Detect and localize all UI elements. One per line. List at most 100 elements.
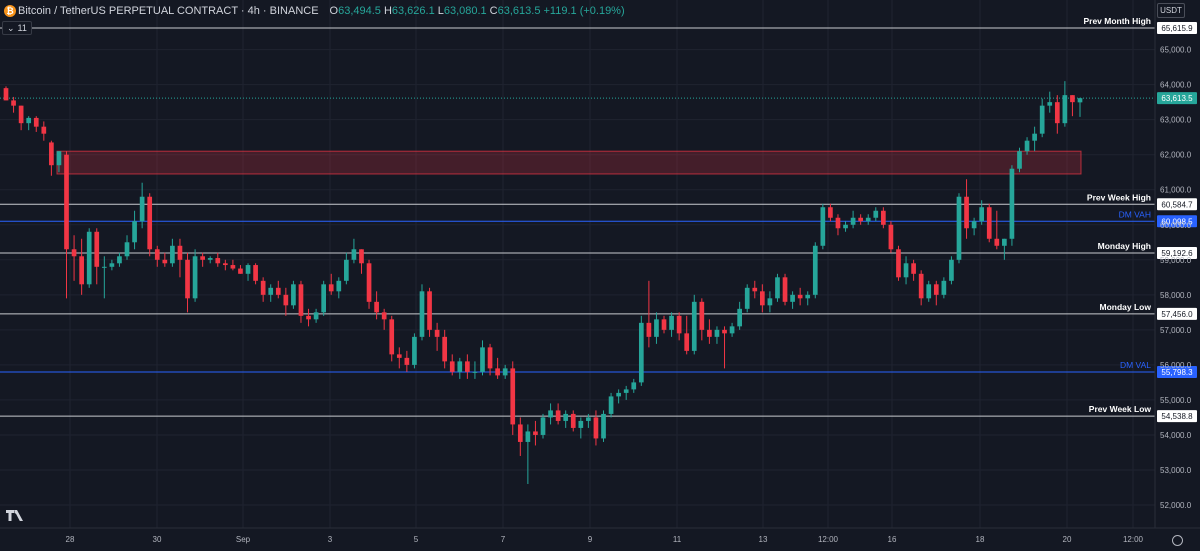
candle-body	[820, 207, 826, 246]
candle-body	[344, 259, 349, 281]
candle-body	[699, 301, 705, 330]
y-tick-label: 64,000.0	[1160, 81, 1192, 90]
candle-body	[843, 224, 848, 229]
candle-body	[737, 308, 742, 327]
candle-body	[563, 413, 569, 421]
candle-body	[238, 268, 243, 274]
candle-body	[396, 354, 402, 358]
level-label: Monday Low	[1100, 302, 1152, 312]
last-price-label: 63,613.5	[1161, 94, 1193, 103]
candle-body	[275, 287, 281, 295]
candle-body	[1002, 238, 1007, 246]
candle-body	[752, 287, 758, 292]
x-tick-label: 13	[759, 535, 768, 544]
candle-body	[707, 329, 712, 337]
candle-body	[548, 410, 553, 418]
candle-body	[782, 277, 788, 302]
candle-body	[623, 389, 629, 393]
candle-body	[64, 154, 69, 250]
candle-body	[18, 105, 24, 124]
high-value: 63,626.1	[391, 5, 435, 17]
candle-body	[404, 357, 410, 365]
candle-body	[971, 221, 977, 229]
candle-body	[109, 263, 115, 267]
candle-body	[986, 207, 992, 239]
candle-body	[835, 217, 841, 229]
candle-body	[336, 280, 342, 292]
level-price-label: 60,098.5	[1161, 217, 1193, 226]
candle-body	[291, 284, 296, 306]
level-label: Prev Month High	[1083, 16, 1151, 26]
candle-body	[828, 207, 833, 218]
candle-body	[767, 298, 773, 306]
level-price-tag	[1157, 247, 1197, 260]
currency-button[interactable]: USDT	[1157, 3, 1185, 18]
candle-body	[850, 217, 856, 225]
level-price-label: 59,192.6	[1161, 249, 1193, 258]
candle-body	[888, 224, 894, 250]
level-label: Monday High	[1098, 241, 1151, 251]
candle-body	[185, 259, 190, 299]
candle-body	[994, 238, 1000, 246]
open-label: O	[329, 5, 339, 17]
candle-body	[926, 284, 932, 299]
candlestick-series	[3, 81, 1083, 484]
symbol-title[interactable]: Bitcoin / TetherUS PERPETUAL CONTRACT · …	[18, 5, 319, 17]
candle-body	[306, 315, 311, 320]
gear-icon[interactable]	[1172, 535, 1183, 546]
y-tick-label: 63,000.0	[1160, 116, 1192, 125]
candle-body	[1062, 95, 1068, 124]
candle-body	[812, 245, 818, 295]
candle-body	[1077, 98, 1083, 103]
close-label: C	[489, 5, 498, 17]
candle-body	[805, 294, 811, 299]
level-price-label: 54,538.8	[1161, 412, 1193, 421]
candle-body	[79, 256, 84, 285]
y-tick-label: 53,000.0	[1160, 466, 1192, 475]
candle-body	[154, 249, 160, 260]
candle-body	[797, 294, 803, 299]
candle-body	[646, 322, 652, 337]
y-tick-label: 54,000.0	[1160, 431, 1192, 440]
candle-body	[374, 301, 379, 313]
x-tick-label: 3	[328, 535, 333, 544]
x-tick-label: 16	[888, 535, 897, 544]
candle-body	[684, 333, 690, 351]
candle-body	[177, 245, 183, 260]
low-value: 63,080.1	[443, 5, 487, 17]
candle-body	[593, 417, 599, 439]
y-tick-label: 59,000.0	[1160, 256, 1192, 265]
candle-body	[253, 265, 258, 281]
candle-body	[434, 329, 440, 337]
indicators-toggle-button[interactable]: ⌄ 11	[2, 21, 32, 35]
candle-body	[56, 151, 62, 166]
chevron-down-icon: ⌄	[7, 22, 15, 33]
level-price-label: 57,456.0	[1161, 310, 1193, 319]
candle-body	[283, 294, 289, 306]
candle-body	[268, 287, 274, 295]
candle-body	[525, 431, 531, 442]
level-label: Prev Week High	[1087, 192, 1151, 202]
candle-body	[578, 420, 584, 428]
y-tick-label: 62,000.0	[1160, 151, 1192, 160]
y-tick-label: 61,000.0	[1160, 186, 1192, 195]
candle-body	[956, 196, 962, 260]
x-tick-label: 11	[673, 535, 682, 544]
candle-body	[71, 249, 77, 257]
tradingview-logo-icon[interactable]	[6, 510, 28, 524]
candle-body	[896, 249, 901, 278]
candle-body	[117, 256, 122, 264]
candle-body	[487, 347, 493, 369]
candle-body	[601, 413, 606, 439]
candle-body	[480, 347, 485, 372]
y-tick-label: 55,000.0	[1160, 396, 1192, 405]
candle-body	[132, 221, 137, 243]
candle-body	[858, 217, 864, 222]
y-tick-label: 52,000.0	[1160, 501, 1192, 510]
x-tick-label: Sep	[236, 535, 251, 544]
candle-body	[465, 361, 470, 372]
candle-body	[33, 117, 39, 127]
candle-body	[941, 280, 947, 295]
